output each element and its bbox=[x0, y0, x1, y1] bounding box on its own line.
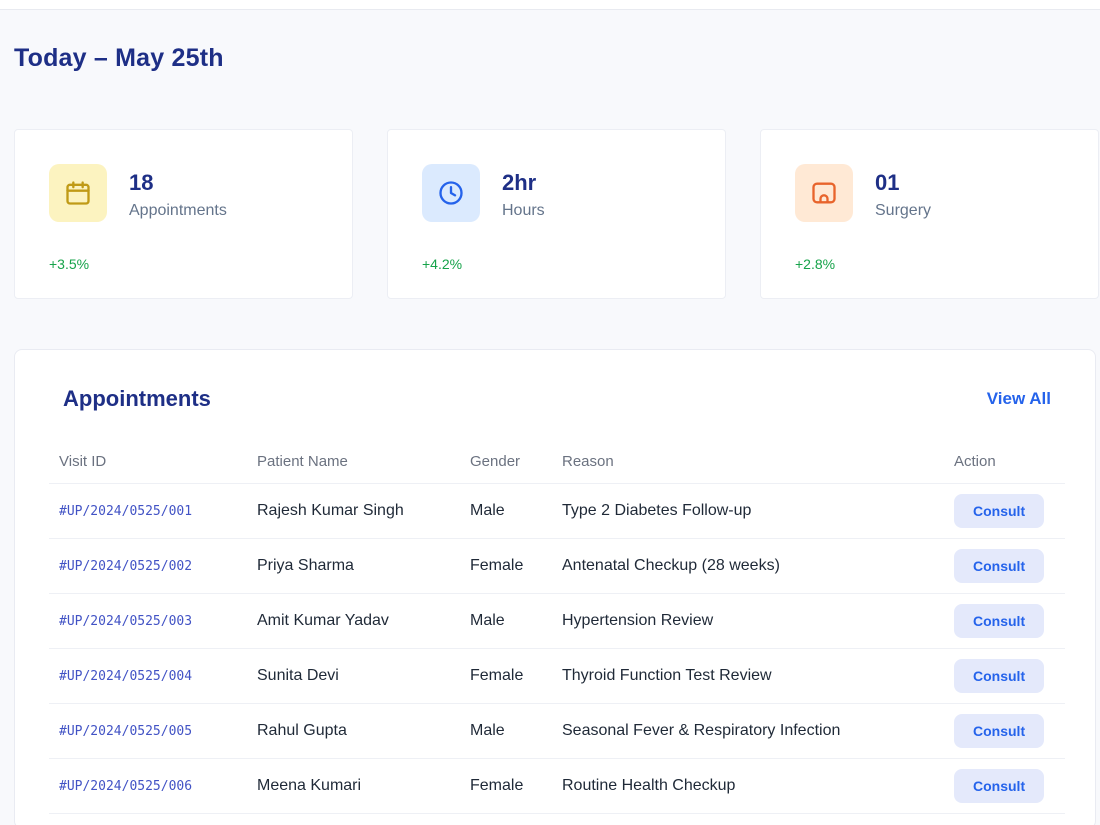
patient-name: Sunita Devi bbox=[257, 667, 339, 684]
stat-delta: +2.8% bbox=[795, 256, 836, 272]
patient-name: Rajesh Kumar Singh bbox=[257, 502, 404, 519]
stat-text: 18 Appointments bbox=[129, 164, 227, 220]
column-action: Action bbox=[954, 453, 996, 470]
column-reason: Reason bbox=[562, 453, 614, 470]
action-cell: Consult bbox=[954, 769, 1065, 803]
table-row: #UP/2024/0525/005 Rahul Gupta Male Seaso… bbox=[49, 704, 1065, 759]
reason: Seasonal Fever & Respiratory Infection bbox=[562, 722, 841, 739]
consult-button[interactable]: Consult bbox=[954, 604, 1045, 638]
stat-value: 2hr bbox=[502, 170, 537, 195]
stat-card-top: 2hr Hours bbox=[422, 164, 691, 222]
table-row: #UP/2024/0525/001 Rajesh Kumar Singh Mal… bbox=[49, 484, 1065, 539]
page-title: Today – May 25th bbox=[14, 44, 224, 72]
stat-value: 01 bbox=[875, 170, 900, 195]
action-cell: Consult bbox=[954, 494, 1065, 528]
patient-name: Amit Kumar Yadav bbox=[257, 612, 389, 629]
stat-card-top: 18 Appointments bbox=[49, 164, 318, 222]
stat-card-appointments: 18 Appointments +3.5% bbox=[14, 129, 353, 299]
visit-id: #UP/2024/0525/002 bbox=[59, 558, 193, 574]
panel-header: Appointments View All bbox=[49, 380, 1065, 412]
stat-card-hours: 2hr Hours +4.2% bbox=[387, 129, 726, 299]
clock-icon bbox=[422, 164, 480, 222]
view-all-link[interactable]: View All bbox=[986, 389, 1051, 408]
stat-label: Surgery bbox=[875, 202, 932, 219]
patient-name: Meena Kumari bbox=[257, 777, 362, 794]
consult-button[interactable]: Consult bbox=[954, 769, 1045, 803]
consult-button[interactable]: Consult bbox=[954, 714, 1045, 748]
calendar-icon bbox=[49, 164, 107, 222]
table-row: #UP/2024/0525/006 Meena Kumari Female Ro… bbox=[49, 759, 1065, 814]
gender: Male bbox=[470, 612, 505, 629]
stat-delta: +4.2% bbox=[422, 256, 463, 272]
visit-id: #UP/2024/0525/003 bbox=[59, 613, 193, 629]
column-gender: Gender bbox=[470, 453, 521, 470]
reason: Routine Health Checkup bbox=[562, 777, 736, 794]
visit-id: #UP/2024/0525/005 bbox=[59, 723, 193, 739]
stats-row: 18 Appointments +3.5% 2hr Hours +4.2% bbox=[0, 129, 1100, 299]
patient-name: Priya Sharma bbox=[257, 557, 354, 574]
action-cell: Consult bbox=[954, 604, 1065, 638]
visit-id: #UP/2024/0525/004 bbox=[59, 668, 193, 684]
action-cell: Consult bbox=[954, 659, 1065, 693]
stat-text: 2hr Hours bbox=[502, 164, 545, 220]
reason: Thyroid Function Test Review bbox=[562, 667, 772, 684]
visit-id: #UP/2024/0525/006 bbox=[59, 778, 193, 794]
stat-card-top: 01 Surgery bbox=[795, 164, 1064, 222]
reason: Hypertension Review bbox=[562, 612, 714, 629]
action-cell: Consult bbox=[954, 714, 1065, 748]
table-header-row: Visit ID Patient Name Gender Reason Acti… bbox=[49, 440, 1065, 484]
visit-id: #UP/2024/0525/001 bbox=[59, 503, 193, 519]
monitor-icon bbox=[795, 164, 853, 222]
gender: Male bbox=[470, 722, 505, 739]
stat-card-surgery: 01 Surgery +2.8% bbox=[760, 129, 1099, 299]
patient-name: Rahul Gupta bbox=[257, 722, 347, 739]
appointments-panel: Appointments View All Visit ID Patient N… bbox=[14, 349, 1096, 825]
stat-label: Appointments bbox=[129, 202, 227, 219]
table-row: #UP/2024/0525/003 Amit Kumar Yadav Male … bbox=[49, 594, 1065, 649]
consult-button[interactable]: Consult bbox=[954, 549, 1045, 583]
gender: Female bbox=[470, 667, 524, 684]
table-row: #UP/2024/0525/004 Sunita Devi Female Thy… bbox=[49, 649, 1065, 704]
appointments-table: Visit ID Patient Name Gender Reason Acti… bbox=[49, 440, 1065, 814]
gender: Female bbox=[470, 557, 524, 574]
column-patient: Patient Name bbox=[257, 453, 348, 470]
gender: Female bbox=[470, 777, 524, 794]
stat-label: Hours bbox=[502, 202, 545, 219]
top-navbar-edge bbox=[0, 0, 1100, 10]
table-row: #UP/2024/0525/002 Priya Sharma Female An… bbox=[49, 539, 1065, 594]
stat-delta: +3.5% bbox=[49, 256, 90, 272]
stat-value: 18 bbox=[129, 170, 154, 195]
reason: Antenatal Checkup (28 weeks) bbox=[562, 557, 780, 574]
column-visit-id: Visit ID bbox=[59, 453, 107, 470]
stat-text: 01 Surgery bbox=[875, 164, 931, 220]
reason: Type 2 Diabetes Follow-up bbox=[562, 502, 752, 519]
consult-button[interactable]: Consult bbox=[954, 659, 1045, 693]
gender: Male bbox=[470, 502, 505, 519]
appointments-title: Appointments bbox=[63, 386, 211, 411]
consult-button[interactable]: Consult bbox=[954, 494, 1045, 528]
action-cell: Consult bbox=[954, 549, 1065, 583]
